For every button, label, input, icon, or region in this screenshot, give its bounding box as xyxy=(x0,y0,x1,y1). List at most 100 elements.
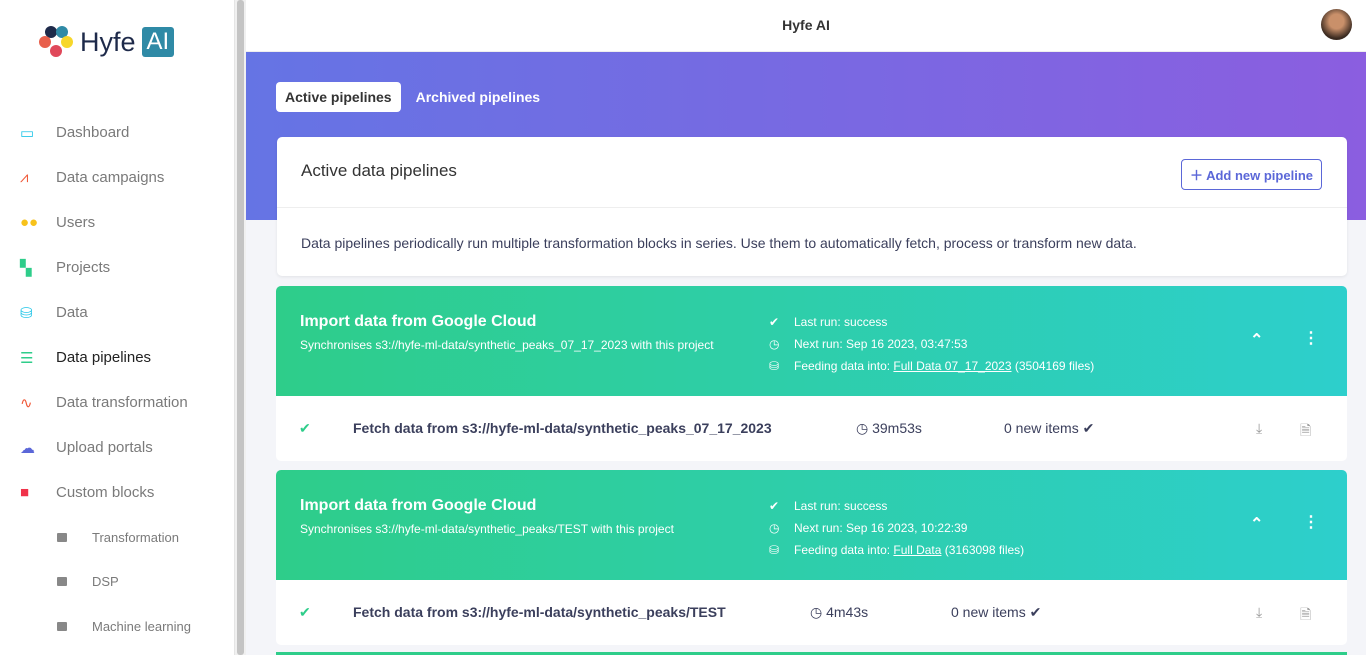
plus-icon: ＋ xyxy=(1189,168,1207,183)
square-icon xyxy=(57,577,67,587)
download-icon[interactable]: ⤓ xyxy=(1256,604,1263,620)
new-items: 0 new items ✔ xyxy=(1004,420,1095,436)
sidebar-subitem-label: DSP xyxy=(92,574,119,590)
hyfe-logo-icon xyxy=(39,26,73,57)
pipeline-title: Import data from Google Cloud xyxy=(300,497,537,514)
database-icon: ⛁ xyxy=(20,304,33,322)
sidebar-item-projects[interactable]: ▚ Projects xyxy=(0,245,234,290)
monitor-icon: ▭ xyxy=(20,124,35,142)
card-title: Active data pipelines xyxy=(301,161,457,180)
sidebar-item-dashboard[interactable]: ▭ Dashboard xyxy=(0,110,234,155)
dataset-link[interactable]: Full Data 07_17_2023 xyxy=(893,359,1012,373)
file-count: (3163098 files) xyxy=(944,543,1025,557)
tab-archived-pipelines[interactable]: Archived pipelines xyxy=(415,89,541,105)
success-check-icon: ✔ xyxy=(299,604,311,620)
sidebar-subitem-label: Machine learning xyxy=(92,618,192,634)
sidebar: Hyfe AI ▭ Dashboard ⩘ Data campaigns ●● Use… xyxy=(0,0,234,655)
sidebar-subitem-label: Transformation xyxy=(92,529,179,545)
avatar[interactable] xyxy=(1321,9,1352,40)
pipeline-header: Import data from Google Cloud Synchronis… xyxy=(276,286,1347,396)
sidebar-item-users[interactable]: ●● Users xyxy=(0,200,234,245)
sidebar-item-label: Data pipelines xyxy=(56,349,152,366)
chevron-up-icon[interactable]: ⌃ xyxy=(1250,516,1264,533)
logo-badge: AI xyxy=(141,27,175,57)
next-run: Next run: Sep 16 2023, 10:22:39 xyxy=(794,521,968,535)
check-icon: ✔ xyxy=(769,499,780,513)
download-icon[interactable]: ⤓ xyxy=(1256,420,1263,436)
feeding-label: Feeding data into: xyxy=(794,359,891,373)
pipeline-header: Import data from Google Cloud Synchronis… xyxy=(276,470,1347,580)
sidebar-scrollbar[interactable] xyxy=(234,0,246,655)
sidebar-item-data[interactable]: ⛁ Data xyxy=(0,290,234,335)
pipeline-meta: ✔ Last run: success ◷ Next run: Sep 16 202… xyxy=(769,311,1094,377)
more-options-icon[interactable]: ⋮ xyxy=(1303,330,1319,347)
sidebar-item-label: Upload portals xyxy=(56,439,153,456)
pipeline-step: ✔ Fetch data from s3://hyfe-ml-data/synt… xyxy=(276,580,1347,645)
sidebar-subitem-machine-learning[interactable]: Machine learning xyxy=(0,604,234,649)
last-run: Last run: success xyxy=(794,315,888,329)
sidebar-subitem-transformation[interactable]: Transformation xyxy=(0,515,234,560)
project-tree-icon: ▚ xyxy=(20,259,32,277)
logo[interactable]: Hyfe AI xyxy=(38,24,175,60)
sidebar-subitem-dsp[interactable]: DSP xyxy=(0,560,234,605)
last-run: Last run: success xyxy=(794,499,888,513)
sidebar-nav: ▭ Dashboard ⩘ Data campaigns ●● Users ▚ Proj… xyxy=(0,110,234,649)
duration: ◷ 39m53s xyxy=(856,420,922,437)
check-icon: ✔ xyxy=(769,315,780,329)
duration: ◷ 4m43s xyxy=(810,604,868,621)
add-button-label: Add new pipeline xyxy=(1206,168,1313,183)
sidebar-item-data-transformation[interactable]: ∿ Data transformation xyxy=(0,380,234,425)
app-title: Hyfe AI xyxy=(782,17,830,33)
scrollbar-thumb[interactable] xyxy=(237,0,244,655)
clock-icon: ◷ xyxy=(810,604,827,620)
document-icon[interactable]: 🗎 xyxy=(1300,422,1312,438)
sidebar-item-label: Data transformation xyxy=(56,394,188,411)
pipeline-meta: ✔ Last run: success ◷ Next run: Sep 16 202… xyxy=(769,495,1024,561)
dataset-link[interactable]: Full Data xyxy=(893,543,942,557)
database-icon: ⛁ xyxy=(769,543,780,557)
sidebar-item-label: Data xyxy=(56,304,88,321)
step-name: Fetch data from s3://hyfe-ml-data/synthe… xyxy=(353,604,726,620)
card-description: Data pipelines periodically run multiple… xyxy=(301,235,1137,251)
square-icon xyxy=(57,621,67,631)
pipeline-title: Import data from Google Cloud xyxy=(300,313,537,330)
sidebar-item-data-campaigns[interactable]: ⩘ Data campaigns xyxy=(0,155,234,200)
clock-icon: ◷ xyxy=(769,521,780,535)
pipelines-intro-card: Active data pipelines ＋ Add new pipeline… xyxy=(277,137,1347,276)
sidebar-item-data-pipelines[interactable]: ☰ Data pipelines xyxy=(0,335,234,380)
pipeline-subtitle: Synchronises s3://hyfe-ml-data/synthetic… xyxy=(300,338,714,352)
success-check-icon: ✔ xyxy=(299,420,311,436)
chevron-up-icon[interactable]: ⌃ xyxy=(1250,332,1264,349)
duration-value: 39m53s xyxy=(872,420,922,436)
tab-active-pipelines[interactable]: Active pipelines xyxy=(276,82,401,112)
sidebar-item-label: Data campaigns xyxy=(56,169,165,186)
sidebar-item-label: Custom blocks xyxy=(56,484,155,501)
new-items: 0 new items ✔ xyxy=(951,604,1042,620)
sidebar-item-custom-blocks[interactable]: ■ Custom blocks xyxy=(0,470,234,515)
cube-icon: ■ xyxy=(20,484,30,501)
more-options-icon[interactable]: ⋮ xyxy=(1303,514,1319,531)
users-icon: ●● xyxy=(20,214,39,231)
pipeline-card: Import data from Google Cloud Synchronis… xyxy=(276,286,1347,461)
sidebar-item-upload-portals[interactable]: ☁ Upload portals xyxy=(0,425,234,470)
logo-text: Hyfe xyxy=(80,26,136,57)
divider xyxy=(277,207,1347,208)
chart-line-icon: ⩘ xyxy=(20,169,29,186)
square-icon xyxy=(57,532,67,542)
pipeline-card: Import data from Google Cloud Synchronis… xyxy=(276,470,1347,645)
step-name: Fetch data from s3://hyfe-ml-data/synthe… xyxy=(353,420,772,436)
add-new-pipeline-button[interactable]: ＋ Add new pipeline xyxy=(1180,159,1322,190)
list-icon: ☰ xyxy=(20,349,34,367)
sidebar-item-label: Users xyxy=(56,214,96,231)
document-icon[interactable]: 🗎 xyxy=(1300,606,1312,622)
pulse-icon: ∿ xyxy=(20,394,33,412)
cloud-upload-icon: ☁ xyxy=(20,439,35,457)
pipeline-subtitle: Synchronises s3://hyfe-ml-data/synthetic… xyxy=(300,522,674,536)
next-pipeline-card-edge xyxy=(276,652,1347,655)
next-run: Next run: Sep 16 2023, 03:47:53 xyxy=(794,337,968,351)
top-bar: Hyfe AI xyxy=(246,0,1366,52)
feeding-label: Feeding data into: xyxy=(794,543,891,557)
pipeline-tabs: Active pipelines Archived pipelines xyxy=(276,82,549,112)
clock-icon: ◷ xyxy=(769,337,780,351)
clock-icon: ◷ xyxy=(856,420,873,436)
